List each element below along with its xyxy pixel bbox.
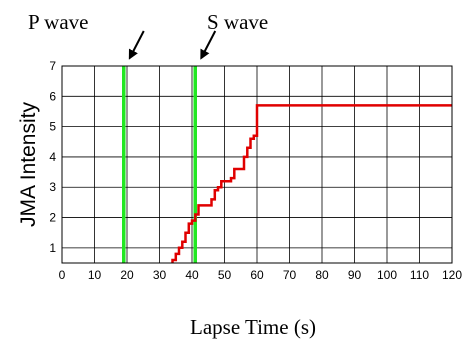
x-tick-label: 30 (153, 268, 167, 282)
annotation-arrow (200, 30, 217, 60)
x-tick-label: 80 (315, 268, 329, 282)
y-tick-label: 7 (49, 59, 56, 73)
grid-lines (61, 65, 453, 263)
x-tick-label: 20 (120, 268, 134, 282)
x-axis-title: Lapse Time (s) (190, 315, 316, 339)
x-tick-label: 0 (59, 268, 66, 282)
annotation-arrow (128, 30, 145, 60)
x-tick-label: 70 (283, 268, 297, 282)
intensity-series-line (171, 104, 452, 263)
wave-markers (122, 66, 197, 263)
y-tick-label: 6 (49, 89, 56, 103)
x-tick-label: 60 (250, 268, 264, 282)
x-tick-label: 90 (348, 268, 362, 282)
y-tick-label: 5 (49, 120, 56, 134)
x-tick-label: 120 (442, 268, 462, 282)
y-tick-label: 1 (49, 241, 56, 255)
plot-frame (61, 65, 453, 264)
annotation-label: P wave (28, 10, 88, 34)
y-tick-label: 4 (49, 150, 56, 164)
x-tick-label: 40 (185, 268, 199, 282)
y-axis-title: JMA Intensity (17, 102, 40, 227)
y-tick-label: 2 (49, 211, 56, 225)
y-tick-label: 3 (49, 180, 56, 194)
x-tick-label: 100 (377, 268, 397, 282)
x-tick-label: 110 (410, 268, 429, 282)
series-layer (171, 104, 452, 263)
x-tick-label: 10 (88, 268, 102, 282)
annotations: P wave S wave (28, 10, 268, 60)
x-tick-label: 50 (218, 268, 232, 282)
annotation-label: S wave (207, 10, 268, 34)
tick-labels: 0 10 20 30 40 50 60 70 80 90 100 110 120 1 2 3 4 5 6 7 (49, 59, 462, 282)
